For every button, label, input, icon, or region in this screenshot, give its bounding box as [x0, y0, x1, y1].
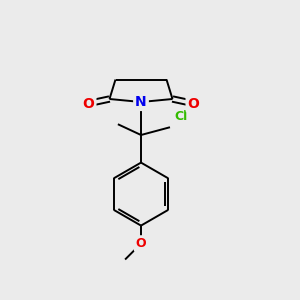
Text: Cl: Cl — [175, 110, 188, 123]
Text: O: O — [136, 237, 146, 250]
Text: O: O — [188, 97, 200, 110]
Text: N: N — [135, 95, 147, 109]
Text: O: O — [82, 97, 94, 110]
